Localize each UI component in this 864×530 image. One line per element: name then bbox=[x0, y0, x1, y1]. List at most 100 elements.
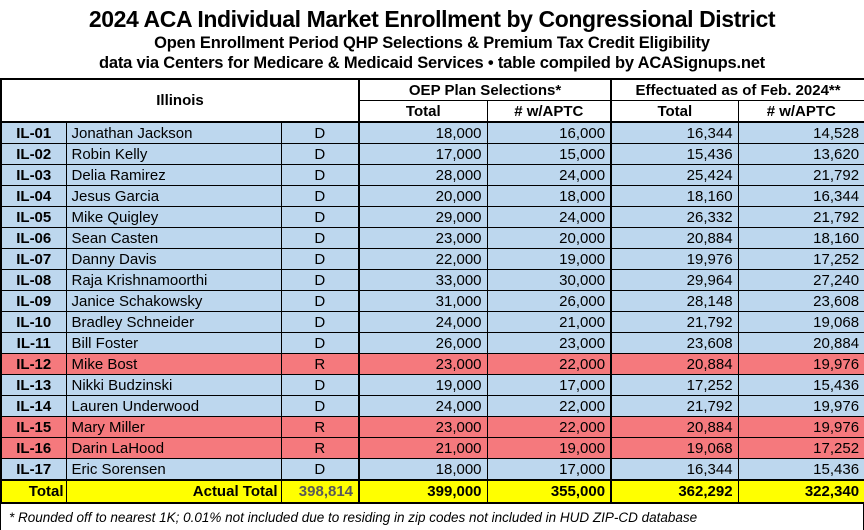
oep-aptc-cell: 18,000 bbox=[486, 185, 612, 207]
table-row: IL-04 Jesus Garcia D 20,000 18,000 18,160 16,3… bbox=[0, 185, 864, 207]
effectuated-group-header: Effectuated as of Feb. 2024** bbox=[610, 78, 864, 101]
party-cell: R bbox=[280, 437, 360, 459]
footnotes: * Rounded off to nearest 1K; 0.01% not i… bbox=[0, 504, 864, 530]
effectuated-total-cell: 23,608 bbox=[610, 332, 739, 354]
representative-cell: Mike Quigley bbox=[65, 206, 282, 228]
district-cell: IL-09 bbox=[0, 290, 67, 312]
table-row: IL-01 Jonathan Jackson D 18,000 16,000 16,344… bbox=[0, 121, 864, 144]
table-row: IL-11 Bill Foster D 26,000 23,000 23,608 20,88… bbox=[0, 332, 864, 354]
table-row: IL-08 Raja Krishnamoorthi D 33,000 30,000 29,… bbox=[0, 269, 864, 291]
oep-aptc-cell: 21,000 bbox=[486, 311, 612, 333]
oep-total-cell: 18,000 bbox=[358, 458, 488, 481]
district-cell: IL-14 bbox=[0, 395, 67, 417]
oep-total-cell: 26,000 bbox=[358, 332, 488, 354]
oep-total-cell: 23,000 bbox=[358, 227, 488, 249]
effectuated-total-cell: 15,436 bbox=[610, 143, 739, 165]
party-cell: D bbox=[280, 227, 360, 249]
oep-total-cell: 21,000 bbox=[358, 437, 488, 459]
representative-cell: Danny Davis bbox=[65, 248, 282, 270]
table-row: IL-10 Bradley Schneider D 24,000 21,000 21,79… bbox=[0, 311, 864, 333]
party-cell: D bbox=[280, 311, 360, 333]
effectuated-total-cell: 20,884 bbox=[610, 353, 739, 375]
representative-cell: Eric Sorensen bbox=[65, 458, 282, 481]
effectuated-total-cell: 21,792 bbox=[610, 395, 739, 417]
party-cell: D bbox=[280, 332, 360, 354]
representative-cell: Jonathan Jackson bbox=[65, 121, 282, 144]
party-cell: D bbox=[280, 269, 360, 291]
table-row: IL-09 Janice Schakowsky D 31,000 26,000 28,14… bbox=[0, 290, 864, 312]
effectuated-total-cell: 20,884 bbox=[610, 416, 739, 438]
effectuated-total-cell: 19,976 bbox=[610, 248, 739, 270]
oep-total-cell: 33,000 bbox=[358, 269, 488, 291]
district-cell: IL-04 bbox=[0, 185, 67, 207]
oep-aptc-cell: 23,000 bbox=[486, 332, 612, 354]
representative-cell: Bill Foster bbox=[65, 332, 282, 354]
district-cell: IL-01 bbox=[0, 121, 67, 144]
representative-cell: Robin Kelly bbox=[65, 143, 282, 165]
district-cell: IL-11 bbox=[0, 332, 67, 354]
oep-total-cell: 23,000 bbox=[358, 353, 488, 375]
oep-total-cell: 24,000 bbox=[358, 311, 488, 333]
state-header: Illinois bbox=[0, 78, 361, 123]
effectuated-aptc-cell: 21,792 bbox=[737, 164, 864, 186]
effectuated-aptc-cell: 19,976 bbox=[737, 353, 864, 375]
effectuated-total-cell: 20,884 bbox=[610, 227, 739, 249]
effectuated-total-cell: 18,160 bbox=[610, 185, 739, 207]
district-cell: IL-05 bbox=[0, 206, 67, 228]
representative-cell: Janice Schakowsky bbox=[65, 290, 282, 312]
party-cell: D bbox=[280, 143, 360, 165]
party-cell: D bbox=[280, 290, 360, 312]
oep-aptc-cell: 17,000 bbox=[486, 374, 612, 396]
oep-aptc-cell: 16,000 bbox=[486, 121, 612, 144]
district-cell: IL-16 bbox=[0, 437, 67, 459]
oep-total-cell: 24,000 bbox=[358, 395, 488, 417]
oep-aptc-cell: 17,000 bbox=[486, 458, 612, 481]
effectuated-total-cell: 25,424 bbox=[610, 164, 739, 186]
table-row: IL-07 Danny Davis D 22,000 19,000 19,976 17,25… bbox=[0, 248, 864, 270]
table-row: IL-02 Robin Kelly D 17,000 15,000 15,436 13,62… bbox=[0, 143, 864, 165]
table-row: IL-15 Mary Miller R 23,000 22,000 20,884 19,97… bbox=[0, 416, 864, 438]
title-block: 2024 ACA Individual Market Enrollment by… bbox=[0, 0, 864, 73]
district-cell: IL-10 bbox=[0, 311, 67, 333]
oep-total-cell: 22,000 bbox=[358, 248, 488, 270]
oep-aptc-cell: 30,000 bbox=[486, 269, 612, 291]
table-row: IL-12 Mike Bost R 23,000 22,000 20,884 19,976 bbox=[0, 353, 864, 375]
table-row: IL-05 Mike Quigley D 29,000 24,000 26,332 21,7… bbox=[0, 206, 864, 228]
total-effectuated-aptc: 322,340 bbox=[737, 479, 864, 504]
district-cell: IL-13 bbox=[0, 374, 67, 396]
district-cell: IL-17 bbox=[0, 458, 67, 481]
page-subtitle: Open Enrollment Period QHP Selections & … bbox=[154, 34, 710, 52]
representative-cell: Bradley Schneider bbox=[65, 311, 282, 333]
effectuated-total-cell: 17,252 bbox=[610, 374, 739, 396]
total-oep-aptc: 355,000 bbox=[486, 479, 612, 504]
effectuated-aptc-cell: 20,884 bbox=[737, 332, 864, 354]
page-source-line: data via Centers for Medicare & Medicaid… bbox=[99, 54, 765, 72]
party-cell: R bbox=[280, 416, 360, 438]
effectuated-aptc-cell: 19,976 bbox=[737, 395, 864, 417]
representative-cell: Jesus Garcia bbox=[65, 185, 282, 207]
oep-total-cell: 20,000 bbox=[358, 185, 488, 207]
oep-aptc-cell: 19,000 bbox=[486, 248, 612, 270]
table-row: IL-13 Nikki Budzinski D 19,000 17,000 17,252 1… bbox=[0, 374, 864, 396]
district-cell: IL-15 bbox=[0, 416, 67, 438]
district-cell: IL-03 bbox=[0, 164, 67, 186]
district-cell: IL-08 bbox=[0, 269, 67, 291]
effectuated-aptc-cell: 19,068 bbox=[737, 311, 864, 333]
effectuated-aptc-cell: 19,976 bbox=[737, 416, 864, 438]
district-cell: IL-06 bbox=[0, 227, 67, 249]
oep-aptc-cell: 26,000 bbox=[486, 290, 612, 312]
effectuated-total-cell: 29,964 bbox=[610, 269, 739, 291]
party-cell: D bbox=[280, 185, 360, 207]
party-cell: D bbox=[280, 121, 360, 144]
district-cell: IL-07 bbox=[0, 248, 67, 270]
party-cell: D bbox=[280, 374, 360, 396]
effectuated-aptc-cell: 21,792 bbox=[737, 206, 864, 228]
oep-aptc-cell: 22,000 bbox=[486, 416, 612, 438]
effectuated-total-cell: 16,344 bbox=[610, 121, 739, 144]
oep-aptc-cell: 22,000 bbox=[486, 395, 612, 417]
total-oep-total: 399,000 bbox=[358, 479, 488, 504]
effectuated-total-cell: 26,332 bbox=[610, 206, 739, 228]
total-effectuated-total: 362,292 bbox=[610, 479, 739, 504]
page-title: 2024 ACA Individual Market Enrollment by… bbox=[88, 6, 776, 32]
oep-aptc-header: # w/APTC bbox=[486, 100, 612, 123]
